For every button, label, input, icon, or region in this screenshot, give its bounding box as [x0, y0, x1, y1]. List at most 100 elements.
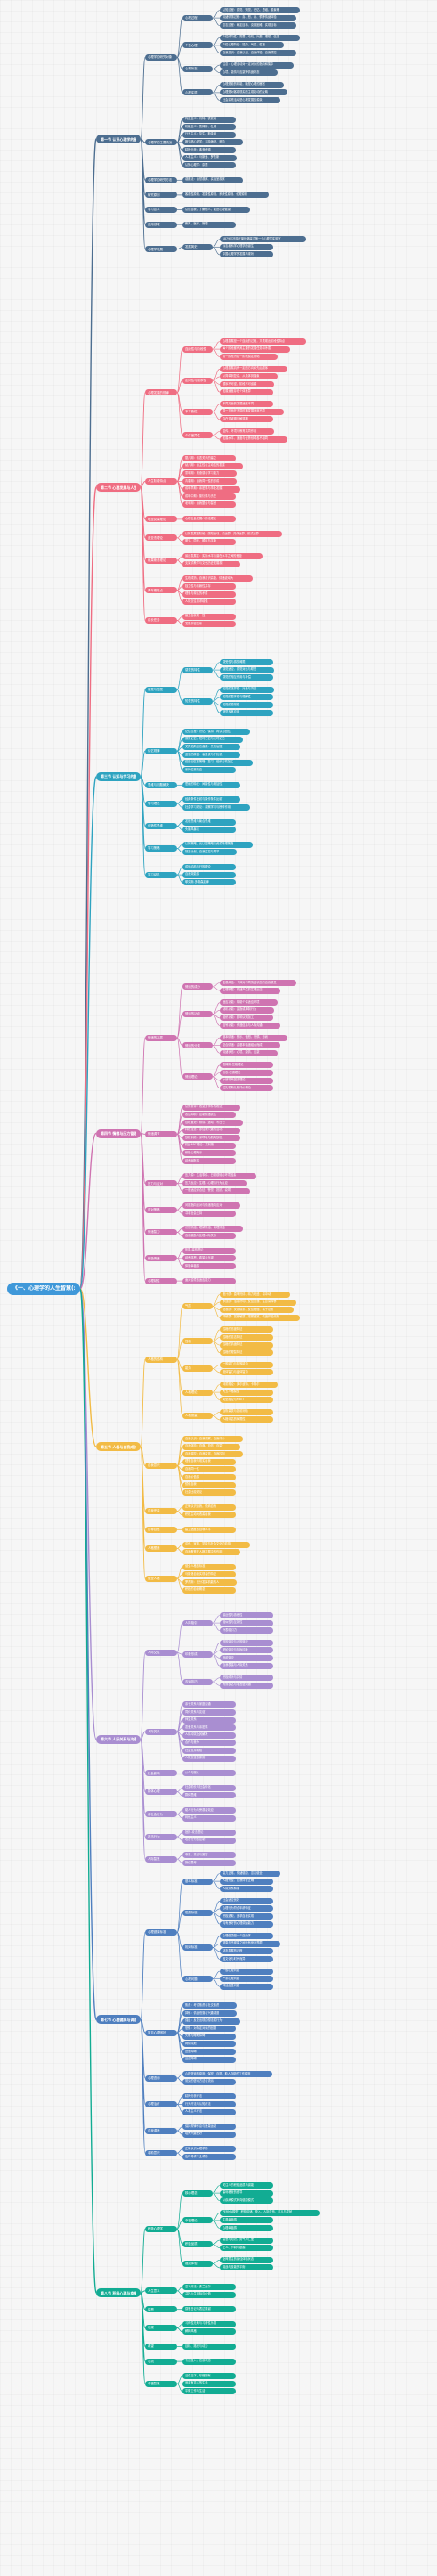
- sub-topic-node[interactable]: 幸福理论: [182, 2217, 213, 2224]
- leaf-node[interactable]: 婴儿期：依恋关系的建立: [182, 455, 236, 462]
- leaf-node[interactable]: 自我体验：自尊、自信、自豪: [182, 1443, 240, 1450]
- leaf-node[interactable]: 幼儿期：自主性与主动性的发展: [182, 462, 244, 469]
- leaf-node[interactable]: 自我意识：自我认识、自我体验、自我调控: [220, 50, 297, 56]
- leaf-node[interactable]: 同伴关系与友谊: [182, 1709, 236, 1716]
- leaf-node[interactable]: 人际冲突及其解决: [182, 1732, 236, 1739]
- leaf-node[interactable]: 认知发展四阶段：感知运动、前运算、具体运算、形式运算: [182, 531, 282, 537]
- leaf-node[interactable]: 攻击行为的控制: [182, 1837, 236, 1844]
- leaf-node[interactable]: 社会适应良好: [220, 1897, 273, 1904]
- leaf-node[interactable]: 相似性与互补性: [220, 1619, 273, 1626]
- leaf-node[interactable]: 感觉记忆、短时记忆与长时记忆: [182, 736, 244, 743]
- leaf-node[interactable]: 培养幽默感: [182, 1158, 236, 1164]
- leaf-node[interactable]: 1879年冯特在莱比锡建立第一个心理学实验室: [220, 236, 307, 243]
- leaf-node[interactable]: 进食障碍: [182, 2049, 236, 2055]
- leaf-node[interactable]: 发展亲密关系: [182, 621, 236, 628]
- sub-topic-node[interactable]: 能力: [182, 1365, 213, 1373]
- sub-topic-node[interactable]: 福流体验: [182, 2261, 213, 2268]
- sub-topic-node[interactable]: 情绪的成分: [182, 983, 213, 990]
- sub-topic-node[interactable]: 不平衡性: [182, 408, 213, 415]
- leaf-node[interactable]: 童年期：勤奋感与学习能力: [182, 470, 238, 477]
- leaf-node[interactable]: 成就动机与归因理论: [182, 864, 236, 870]
- leaf-node[interactable]: 理想自我与现实自我: [182, 1458, 236, 1465]
- sub-topic-node[interactable]: 基本标准: [182, 1878, 213, 1885]
- sub-topic-node[interactable]: 感觉的特性: [182, 666, 213, 673]
- sub-topic-node[interactable]: 人格理论: [182, 1389, 213, 1396]
- leaf-node[interactable]: 认知心理学：奈瑟: [182, 162, 236, 169]
- leaf-node[interactable]: 焦虑：考试焦虑与社交焦虑: [182, 2002, 238, 2009]
- leaf-node[interactable]: 前一阶段为后一阶段奠定基础: [220, 354, 278, 361]
- topic-node[interactable]: 人际交往: [145, 1649, 177, 1656]
- leaf-node[interactable]: 动态发展的过程: [220, 1948, 273, 1955]
- leaf-node[interactable]: 外表吸引力: [220, 1627, 273, 1634]
- leaf-node[interactable]: 独立性与依赖性并存: [182, 583, 236, 590]
- leaf-node[interactable]: 机能主义：詹姆斯、杜威: [182, 124, 236, 131]
- topic-node[interactable]: 记忆规律: [145, 747, 177, 754]
- leaf-node[interactable]: 注意：心理活动对一定对象的指向和集中: [220, 61, 294, 69]
- topic-node[interactable]: 情绪智力: [145, 1228, 177, 1235]
- topic-node[interactable]: 社会影响: [145, 1770, 177, 1777]
- sub-topic-node[interactable]: 印象形成: [182, 1651, 213, 1658]
- topic-node[interactable]: 心理学的研究方法: [145, 176, 177, 183]
- topic-node[interactable]: 群体心理: [145, 1789, 177, 1796]
- leaf-node[interactable]: 智慧与知识、勇气与仁爱: [220, 2237, 273, 2244]
- topic-node[interactable]: 学习动机: [145, 871, 177, 878]
- topic-node[interactable]: 成长任务: [145, 617, 177, 624]
- leaf-node[interactable]: 积极主动地改善自我: [182, 1512, 236, 1519]
- leaf-node[interactable]: 建立自我同一性: [182, 613, 236, 620]
- leaf-node[interactable]: 积极进取、追求自我实现: [220, 1913, 273, 1920]
- leaf-node[interactable]: 投射效应: [220, 1655, 273, 1661]
- topic-node[interactable]: 应对策略: [145, 1206, 177, 1213]
- topic-node[interactable]: 研究原则: [145, 192, 177, 199]
- leaf-node[interactable]: 组织功能：影响认知加工: [220, 1015, 273, 1022]
- leaf-node[interactable]: 心理是对客观现实的主观能动的反映: [220, 89, 287, 96]
- leaf-node[interactable]: 记忆过程：识记、保持、再认与回忆: [182, 729, 250, 736]
- leaf-node[interactable]: 关注人的积极品质与潜能: [220, 2182, 273, 2189]
- leaf-node[interactable]: 动机功能：激励或抑制行为: [220, 1007, 275, 1014]
- topic-node[interactable]: 青年期特点: [145, 587, 177, 594]
- topic-node[interactable]: 常见心理困扰: [145, 2029, 177, 2036]
- leaf-node[interactable]: 自我调控：自我监督、自我控制: [182, 1451, 244, 1458]
- leaf-node[interactable]: 粘液质：安静稳重、反应缓慢、善于忍耐: [220, 1307, 294, 1314]
- topic-node[interactable]: 攻击行为: [145, 1833, 177, 1840]
- leaf-node[interactable]: 换位思考: [182, 1860, 236, 1866]
- leaf-node[interactable]: 意志过程：确定目标、克服困难、实现目标: [220, 22, 297, 29]
- leaf-node[interactable]: 因文化与时代而异: [220, 1956, 273, 1962]
- leaf-node[interactable]: 发散思维与聚合思维: [182, 819, 236, 826]
- leaf-node[interactable]: 类型理论与MBTI: [220, 1397, 273, 1404]
- branch-node[interactable]: 第八节 积极心理与幸福人生: [96, 2288, 141, 2297]
- leaf-node[interactable]: 坎农-巴德理论: [220, 1070, 273, 1076]
- leaf-node[interactable]: 心理健康是一个连续体: [220, 1933, 273, 1940]
- leaf-node[interactable]: 塞利格曼的倡导: [220, 2189, 273, 2197]
- leaf-node[interactable]: 图式、同化、顺应与平衡: [182, 538, 236, 545]
- leaf-node[interactable]: 头脑风暴法: [182, 827, 236, 834]
- leaf-node[interactable]: 成年中期：繁衍感与责任: [182, 493, 236, 501]
- leaf-node[interactable]: 成年早期：亲密感与事业发展: [182, 485, 240, 493]
- leaf-node[interactable]: 性格的意志特征: [220, 1334, 273, 1341]
- leaf-node[interactable]: 问题指向应对与情绪指向应对: [182, 1202, 240, 1210]
- leaf-node[interactable]: 心理咨询的原则：保密、自愿、助人自助的工作原则: [182, 2071, 272, 2078]
- topic-node[interactable]: 情绪的本质: [145, 1034, 177, 1041]
- leaf-node[interactable]: 健康与不健康之间没有绝对界限: [220, 1940, 281, 1947]
- leaf-node[interactable]: 青春期：自我同一性的形成: [182, 478, 238, 485]
- leaf-node[interactable]: 发展水平、速度与优势领域各不相同: [220, 436, 287, 443]
- leaf-node[interactable]: 中国心理学的发展与现状: [220, 251, 273, 258]
- leaf-node[interactable]: 合作与竞争: [182, 1740, 236, 1747]
- leaf-node[interactable]: 自我同一性: [182, 1466, 236, 1473]
- branch-node[interactable]: 第五节 人格与自我成长: [96, 1442, 141, 1452]
- leaf-node[interactable]: 建立适度的自尊水平: [182, 1527, 236, 1533]
- leaf-node[interactable]: 群体思维: [182, 1792, 236, 1799]
- leaf-node[interactable]: 压力源：生活事件、日常烦恼与环境因素: [182, 1172, 256, 1179]
- leaf-node[interactable]: 专注投入、忘我状态: [182, 2358, 236, 2365]
- sub-topic-node[interactable]: 相对标准: [182, 1944, 213, 1952]
- leaf-node[interactable]: 寻找人生目标与价值: [182, 2291, 236, 2298]
- leaf-node[interactable]: 社会支持网络: [182, 1748, 236, 1754]
- leaf-node[interactable]: 意义疗法：弗兰克尔: [182, 2284, 236, 2290]
- topic-node[interactable]: 维果斯基理论: [145, 557, 177, 564]
- topic-node[interactable]: 心理学发展: [145, 246, 177, 253]
- leaf-node[interactable]: 老年期：自我整合与智慧: [182, 501, 236, 508]
- leaf-node[interactable]: 从简单到复杂、从具体到抽象: [220, 373, 278, 380]
- sub-topic-node[interactable]: 个性心理: [182, 42, 213, 49]
- leaf-node[interactable]: 面对逆境的适应能力: [182, 1277, 236, 1284]
- topic-node[interactable]: 积极情绪: [145, 1255, 177, 1262]
- leaf-node[interactable]: 个性心理特征：能力、气质、性格: [220, 42, 284, 49]
